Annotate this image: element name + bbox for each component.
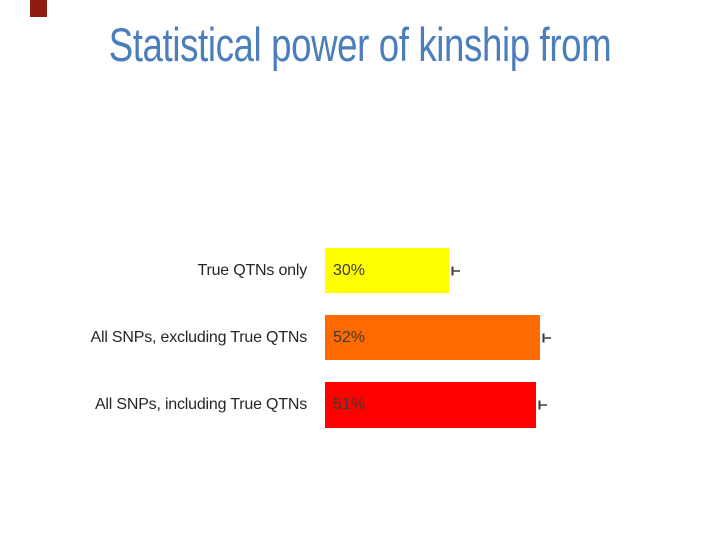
error-bar-icon xyxy=(538,400,547,410)
accent-mark xyxy=(30,0,47,17)
value-label: 52% xyxy=(333,328,366,346)
value-label: 51% xyxy=(333,396,366,413)
category-label: All SNPs, including True QTNs xyxy=(94,396,307,413)
category-label: True QTNs only xyxy=(197,261,307,279)
error-bar-icon xyxy=(542,333,551,342)
bar: 51% xyxy=(325,382,536,428)
value-label: 30% xyxy=(333,261,366,279)
bar-row: All SNPs, including True QTNs 51% xyxy=(0,382,720,428)
bar: 52% xyxy=(325,315,540,360)
category-label: All SNPs, excluding True QTNs xyxy=(90,328,308,346)
bar-area: 51% xyxy=(325,382,548,428)
bar-row: True QTNs only 30% xyxy=(0,248,720,293)
page-title: Statistical power of kinship from xyxy=(108,18,612,71)
bar-area: 30% xyxy=(325,248,461,293)
bar-row: All SNPs, excluding True QTNs 52% xyxy=(0,315,720,360)
error-bar-icon xyxy=(451,266,460,275)
bar: 30% xyxy=(325,248,449,293)
bar-area: 52% xyxy=(325,315,552,360)
